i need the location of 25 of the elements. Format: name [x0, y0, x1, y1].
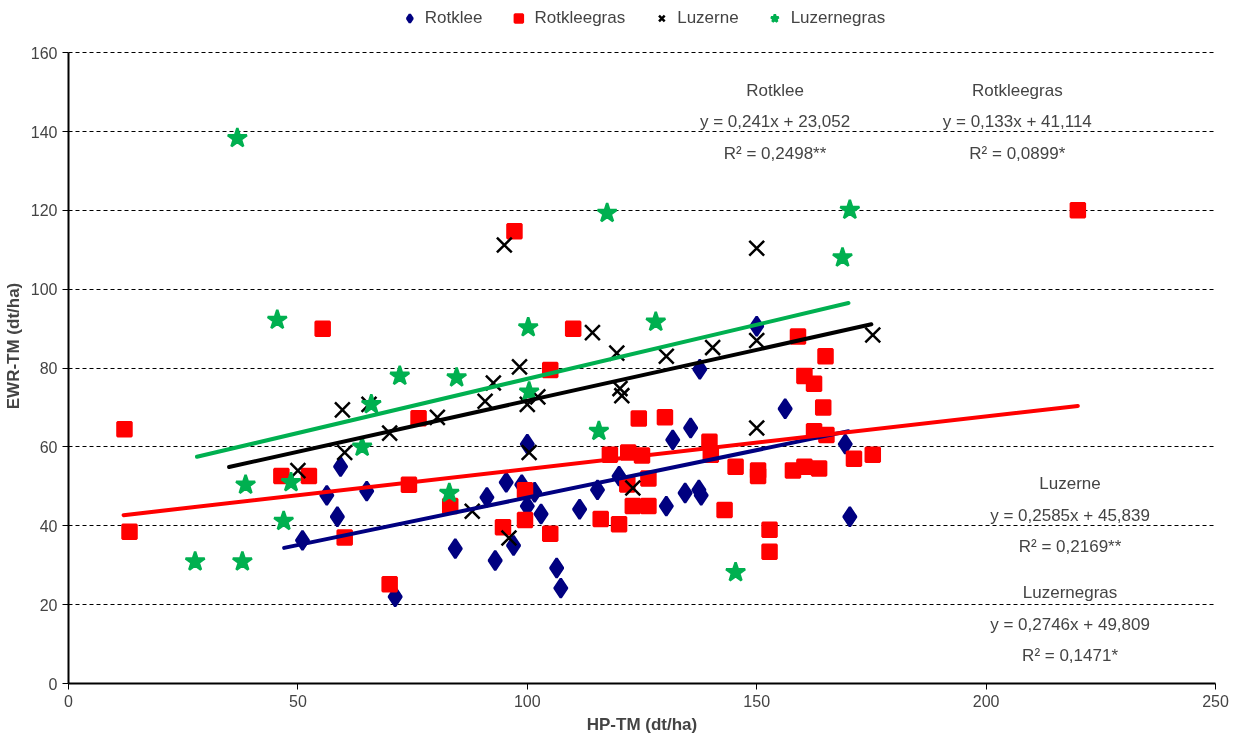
y-axis-title: EWR-TM (dt/ha) [3, 282, 23, 410]
annotation: Luzernegras y = 0,2746x + 49,809 R² = 0,1471* [990, 583, 1150, 666]
y-tick-label: 120 [30, 202, 58, 220]
y-tick-label: 0 [48, 675, 58, 693]
annotation: Luzerne y = 0,2585x + 45,839 R² = 0,2169** [990, 474, 1150, 557]
y-tick-label: 80 [39, 360, 58, 378]
legend-label: Luzernegras [790, 8, 886, 28]
x-tick-label: 200 [972, 692, 1000, 710]
legend-label: Luzerne [677, 8, 739, 28]
y-tick-label: 60 [39, 438, 58, 456]
x-tick-label: 150 [743, 692, 771, 710]
y-tick-label: 20 [39, 596, 58, 614]
annotation: Rotklee y = 0,241x + 23,052 R² = 0,2498** [699, 80, 851, 163]
x-axis-title: HP-TM (dt/ha) [586, 714, 698, 734]
x-tick-label: 50 [289, 692, 307, 710]
y-tick-label: 160 [30, 44, 58, 62]
x-tick-label: 0 [64, 692, 74, 710]
x-tick-label: 250 [1202, 692, 1229, 710]
legend-label: Rotkleegras [534, 8, 626, 28]
y-tick-label: 100 [30, 281, 58, 299]
y-tick-label: 140 [30, 123, 58, 141]
y-tick-label: 40 [39, 517, 58, 535]
annotation: Rotkleegras y = 0,133x + 41,114 R² = 0,0899* [942, 80, 1092, 163]
legend-label: Rotklee [424, 8, 483, 28]
x-tick-label: 100 [513, 692, 541, 710]
